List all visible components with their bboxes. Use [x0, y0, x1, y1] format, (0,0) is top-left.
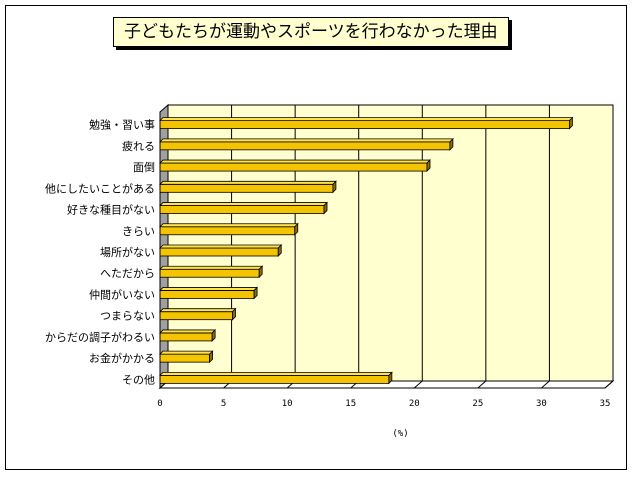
bar-side	[258, 265, 263, 279]
gridline-floor	[477, 380, 487, 389]
bar-front	[159, 374, 390, 384]
bar-top	[159, 159, 431, 164]
bar-side	[253, 286, 258, 300]
bar	[159, 350, 214, 364]
gridline-floor	[604, 380, 614, 389]
bar-top	[159, 117, 574, 122]
x-tick-label: 10	[282, 399, 293, 409]
x-tick-label: 20	[409, 399, 420, 409]
bar-front	[159, 247, 279, 257]
bar-top	[159, 223, 299, 228]
bar-top	[159, 350, 214, 355]
category-label: つまらない	[100, 310, 155, 323]
bar-side	[388, 371, 393, 385]
bar-front	[159, 120, 570, 130]
gridline-floor	[541, 380, 550, 389]
bar-side	[209, 350, 213, 364]
category-label: 疲れる	[122, 139, 155, 153]
category-label: 勉強・習い事	[89, 118, 155, 132]
bar	[159, 244, 283, 257]
x-tick-label: 15	[345, 399, 356, 409]
bar	[159, 159, 431, 173]
bar	[159, 222, 299, 236]
bar	[159, 265, 264, 279]
bar-side	[569, 116, 573, 130]
x-tick-label: 5	[221, 399, 226, 409]
bar-side	[211, 328, 216, 342]
bar-front	[159, 268, 260, 278]
bar-front	[159, 290, 255, 299]
bar-side	[232, 307, 236, 321]
x-tick-label: 30	[536, 399, 547, 409]
bar-top	[159, 287, 259, 291]
bar	[159, 307, 237, 321]
bar	[159, 201, 328, 215]
x-axis-label: (%)	[392, 429, 408, 439]
bar	[159, 137, 454, 151]
bar-front	[159, 141, 451, 151]
bar-top	[159, 265, 264, 270]
gridline-floor	[413, 380, 423, 389]
bar-side	[277, 244, 282, 257]
bar-front	[159, 226, 296, 236]
category-label: 好きな種目がない	[67, 203, 155, 217]
chart-title: 子どもたちが運動やスポーツを行わなかった理由	[113, 17, 509, 47]
bar-top	[159, 180, 337, 185]
bar	[159, 371, 393, 385]
bar-front	[159, 332, 213, 342]
category-label: からだの調子がわるい	[45, 330, 155, 344]
bar	[159, 286, 259, 300]
bar-side	[449, 137, 454, 151]
category-label: 面倒	[133, 161, 155, 174]
x-tick-label: 25	[472, 399, 483, 409]
bar-top	[159, 308, 237, 313]
bar-side	[294, 222, 299, 236]
category-label: へただから	[100, 267, 155, 280]
bar-front	[159, 162, 428, 172]
bar	[159, 180, 337, 194]
bar-top	[159, 138, 454, 143]
bar-front	[159, 311, 233, 321]
category-label: その他	[122, 373, 155, 386]
category-label: 仲間がいない	[89, 287, 155, 301]
category-label: 他にしたいことがある	[45, 181, 155, 195]
bar-front	[159, 183, 334, 193]
bar-side	[323, 201, 328, 215]
bar-top	[159, 371, 393, 376]
bar	[159, 116, 574, 130]
bar-top	[159, 244, 283, 249]
bar-side	[332, 180, 337, 194]
category-label: 場所がない	[100, 245, 155, 259]
bar-top	[159, 329, 217, 334]
bar-front	[159, 353, 210, 363]
bar-front	[159, 205, 325, 214]
category-label: お金がかかる	[89, 351, 155, 365]
category-label: きらい	[122, 225, 155, 238]
bar-top	[159, 202, 328, 206]
x-tick-label: 0	[157, 399, 162, 409]
x-tick-label: 35	[600, 399, 611, 409]
bar	[159, 328, 217, 342]
bar-side	[426, 159, 431, 173]
